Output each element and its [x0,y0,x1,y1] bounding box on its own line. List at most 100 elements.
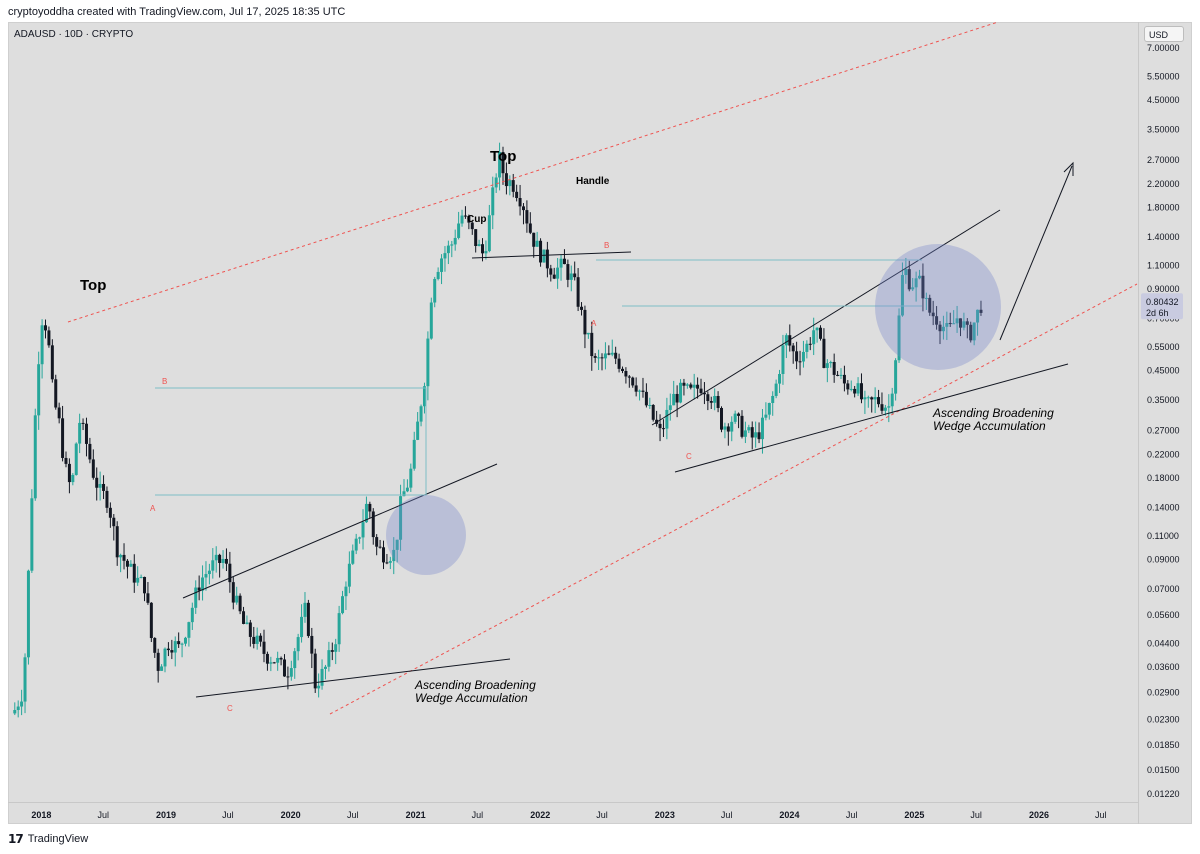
symbol-label[interactable]: ADAUSD · 10D · CRYPTO [14,29,134,40]
price-tick-label: 0.01850 [1147,740,1180,750]
candle-body [446,245,450,254]
candle-body [819,327,823,339]
candle-body [504,173,508,187]
time-tick-label: Jul [846,810,858,820]
candle-body [143,576,147,594]
bar-countdown-label: 2d 6h [1146,308,1169,318]
candle-body [829,362,833,364]
currency-selector[interactable]: USD [1144,26,1184,42]
candle-body [409,468,413,488]
candle-body [422,386,426,407]
candle-body [351,550,355,564]
price-tick-label: 0.02300 [1147,715,1180,725]
time-tick-label: 2021 [406,810,426,820]
candle-body [463,215,467,217]
tradingview-logo[interactable]: 17 TradingView [8,832,88,846]
candle-body [300,616,304,638]
candle-body [556,267,560,279]
time-tick-label: 2024 [779,810,799,820]
candle-body [911,287,915,290]
time-tick-label: 2019 [156,810,176,820]
candle-body [487,215,491,252]
candle-body [733,413,737,422]
candle-body [279,657,283,660]
time-tick-label: 2023 [655,810,675,820]
candle-body [177,641,181,645]
candle-body [658,423,662,429]
candle-body [95,477,99,488]
candle-body [757,432,761,440]
wave-label: B [604,241,609,250]
price-tick-label: 2.70000 [1147,155,1180,165]
candle-body [491,187,495,216]
candle-body [262,641,266,654]
chart-header-credit: cryptoyoddha created with TradingView.co… [8,6,346,18]
candle-body [617,358,621,369]
candle-body [812,330,816,345]
candle-body [364,503,368,523]
candle-body [948,323,952,325]
candle-body [668,405,672,410]
candle-body [166,648,170,651]
candle-body [13,710,17,714]
candle-body [842,374,846,384]
candle-body [122,554,126,561]
candle-body [542,249,546,263]
candle-body [887,406,891,408]
current-price-tag [1141,293,1183,320]
candle-body [289,668,293,677]
candle-body [976,309,980,323]
candle-body [334,644,338,652]
candle-body [853,388,857,394]
candle-body [429,302,433,339]
candle-body [730,421,734,432]
candle-body [436,271,440,279]
candle-body [245,622,249,624]
candle-body [293,651,297,669]
price-tick-label: 0.90000 [1147,284,1180,294]
wave-label: C [227,704,233,713]
candle-body [467,215,471,223]
candle-body [74,443,78,475]
candle-body [781,345,785,375]
candle-body [33,415,37,499]
candle-body [552,274,556,279]
candle-body [771,395,775,404]
candle-body [849,388,853,390]
candle-body [282,659,286,677]
time-tick-label: Jul [970,810,982,820]
candle-body [784,335,788,346]
candle-body [935,316,939,325]
candle-body [337,613,341,645]
candle-body [330,650,334,652]
candle-body [115,526,119,558]
candle-body [679,382,683,403]
candle-body [201,577,205,591]
candle-body [573,273,577,278]
candle-body [375,537,379,547]
chart-pane[interactable] [8,22,1192,824]
candle-body [586,332,590,335]
candle-body [61,418,65,458]
measured-move-box-2018 [155,387,427,496]
candle-body [900,275,904,316]
projection-arrow-line [999,165,1073,341]
candle-body [180,643,184,645]
price-axis-divider [1138,22,1139,824]
time-tick-label: Jul [97,810,109,820]
candle-body [197,587,201,591]
candle-body [778,374,782,384]
candle-body [214,554,218,561]
candle-body [726,426,730,432]
candle-body [866,397,870,399]
candle-body [508,180,512,187]
price-tick-label: 0.27000 [1147,425,1180,435]
candle-body [78,422,82,444]
candle-body [562,258,566,265]
candle-body [644,391,648,406]
candle-body [204,574,208,578]
candle-body [754,432,758,438]
candle-body [743,430,747,437]
candle-body [105,490,109,508]
